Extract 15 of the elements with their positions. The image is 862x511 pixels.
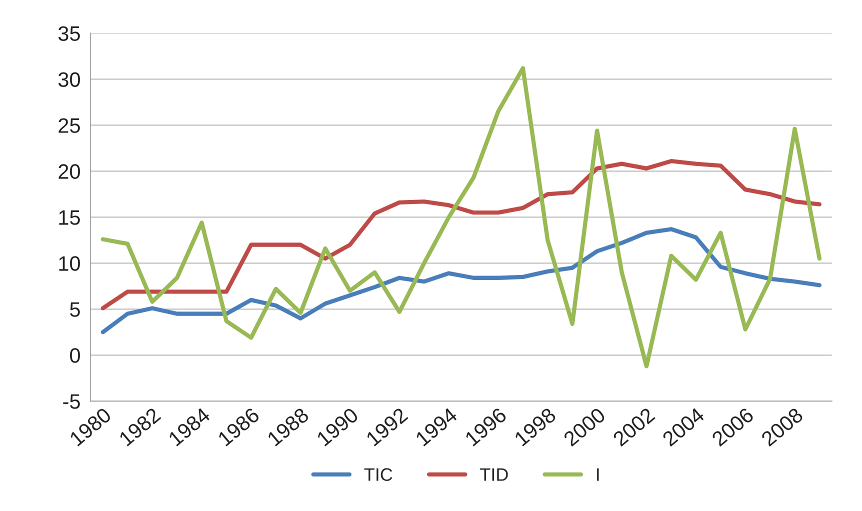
line-series (100, 227, 822, 334)
line-series (100, 66, 822, 368)
y-tick-label: 10 (59, 256, 80, 271)
y-tick-label: 30 (58, 72, 80, 87)
y-tick-label: 0 (70, 348, 80, 363)
legend-label: TIC (364, 468, 392, 481)
legend-label: I (597, 468, 599, 481)
y-tick-label: -5 (63, 394, 80, 409)
line-series (100, 158, 822, 310)
y-tick-label: 25 (58, 118, 80, 133)
y-tick-label: 15 (59, 210, 80, 225)
y-tick-label: 20 (58, 164, 80, 179)
y-tick-label: 5 (70, 302, 80, 317)
y-tick-label: 35 (58, 26, 80, 41)
legend-label: TID (480, 468, 508, 481)
